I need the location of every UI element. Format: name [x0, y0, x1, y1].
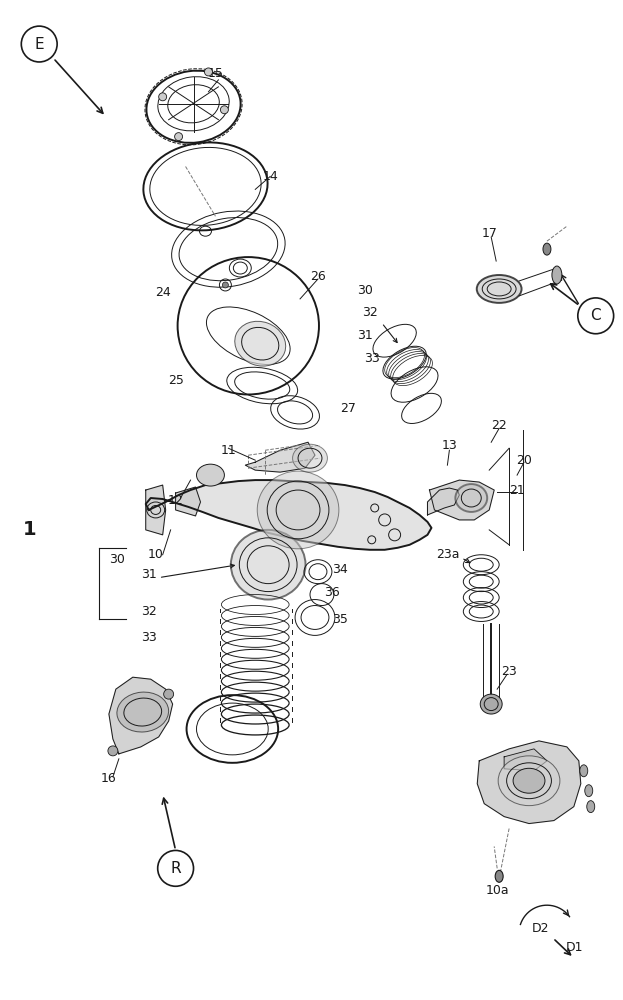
Circle shape	[174, 133, 183, 141]
Ellipse shape	[455, 484, 487, 512]
Text: 33: 33	[141, 631, 156, 644]
Text: 16: 16	[101, 772, 117, 785]
Text: 23: 23	[502, 665, 517, 678]
Text: 1: 1	[22, 520, 36, 539]
Text: 12: 12	[168, 493, 184, 506]
Text: 26: 26	[310, 270, 326, 283]
Text: 13: 13	[442, 439, 457, 452]
Text: 24: 24	[155, 286, 171, 299]
Ellipse shape	[587, 801, 595, 813]
Text: 32: 32	[141, 605, 156, 618]
Ellipse shape	[543, 243, 551, 255]
Circle shape	[164, 689, 174, 699]
Text: 31: 31	[141, 568, 156, 581]
Text: 23a: 23a	[435, 548, 459, 561]
Circle shape	[159, 93, 166, 101]
Text: 15: 15	[207, 67, 224, 80]
Text: 11: 11	[221, 444, 236, 457]
Text: D2: D2	[532, 922, 549, 935]
Text: D1: D1	[566, 941, 584, 954]
Polygon shape	[477, 741, 581, 824]
Polygon shape	[109, 677, 173, 754]
Ellipse shape	[117, 692, 169, 732]
Text: 34: 34	[332, 563, 348, 576]
Text: 14: 14	[262, 170, 278, 183]
Ellipse shape	[293, 444, 328, 472]
Text: 21: 21	[509, 484, 525, 497]
Polygon shape	[504, 749, 547, 771]
Circle shape	[204, 68, 212, 76]
Ellipse shape	[257, 471, 339, 549]
Ellipse shape	[477, 275, 521, 303]
Polygon shape	[176, 487, 201, 516]
Text: 17: 17	[481, 227, 497, 240]
Ellipse shape	[498, 756, 560, 806]
Ellipse shape	[585, 785, 592, 797]
Text: 22: 22	[492, 419, 507, 432]
Circle shape	[221, 106, 229, 114]
Ellipse shape	[480, 694, 502, 714]
Text: 35: 35	[332, 613, 348, 626]
Ellipse shape	[580, 765, 587, 777]
Ellipse shape	[235, 321, 286, 366]
Polygon shape	[146, 480, 432, 550]
Ellipse shape	[513, 768, 545, 793]
Text: 36: 36	[324, 586, 340, 599]
Text: 10: 10	[148, 548, 164, 561]
Text: 33: 33	[364, 352, 379, 365]
Polygon shape	[146, 485, 166, 535]
Ellipse shape	[231, 530, 305, 600]
Polygon shape	[429, 480, 494, 520]
Ellipse shape	[552, 266, 562, 284]
Circle shape	[222, 282, 229, 288]
Ellipse shape	[495, 870, 503, 882]
Text: E: E	[34, 37, 44, 52]
Polygon shape	[427, 488, 459, 515]
Text: C: C	[591, 308, 601, 323]
Text: 27: 27	[340, 402, 356, 415]
Polygon shape	[245, 442, 315, 472]
Ellipse shape	[196, 464, 224, 486]
Text: 25: 25	[168, 374, 184, 387]
Text: 30: 30	[109, 553, 125, 566]
Text: R: R	[170, 861, 181, 876]
Circle shape	[108, 746, 118, 756]
Text: 30: 30	[357, 284, 373, 297]
Text: 20: 20	[516, 454, 532, 467]
Text: 32: 32	[362, 306, 378, 319]
Text: 31: 31	[357, 329, 373, 342]
Text: 10a: 10a	[485, 884, 509, 897]
